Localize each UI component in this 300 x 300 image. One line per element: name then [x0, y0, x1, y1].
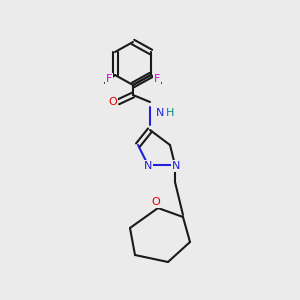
Text: H: H [166, 108, 174, 118]
Text: N: N [144, 161, 152, 171]
Text: N: N [172, 161, 180, 171]
Text: N: N [156, 108, 164, 118]
Text: F: F [106, 74, 112, 84]
Text: O: O [152, 197, 160, 207]
Text: F: F [154, 74, 160, 84]
Text: O: O [109, 97, 117, 107]
